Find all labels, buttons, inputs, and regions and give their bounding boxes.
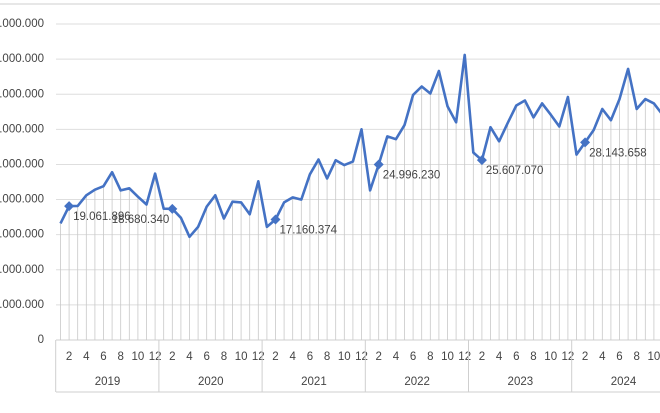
point-marker	[580, 137, 591, 148]
x-tick-label: 2	[582, 351, 588, 363]
data-label: 24.996.230	[383, 170, 441, 182]
x-tick-label: 4	[599, 351, 606, 363]
group-label: 2021	[301, 376, 327, 388]
x-tick-label: 10	[544, 351, 557, 363]
x-tick-label: 12	[252, 351, 265, 363]
x-tick-label: 2	[375, 351, 381, 363]
y-tick-label: 0	[38, 334, 44, 346]
y-tick-label: 10.000.000	[0, 264, 44, 276]
series-line	[59, 53, 660, 239]
x-tick-label: 12	[355, 351, 368, 363]
x-tick-label: 10	[235, 351, 248, 363]
x-tick-label: 12	[458, 351, 471, 363]
x-tick-label: 10	[441, 351, 454, 363]
x-tick-label: 8	[117, 351, 123, 363]
y-tick-label: 30.000.000	[0, 123, 44, 135]
data-label: 18.680.340	[112, 214, 170, 226]
group-label: 2024	[611, 376, 637, 388]
x-tick-label: 8	[530, 351, 536, 363]
data-label: 17.160.374	[280, 225, 338, 237]
x-tick-label: 2	[272, 351, 278, 363]
point-marker	[167, 203, 178, 214]
x-tick-label: 6	[513, 351, 519, 363]
x-tick-label: 10	[132, 351, 145, 363]
data-label: 19.061.896	[73, 211, 131, 223]
y-tick-label: 45.000.000	[0, 18, 44, 30]
x-tick-label: 6	[100, 351, 106, 363]
y-tick-label: 15.000.000	[0, 229, 44, 241]
data-label: 28.143.658	[589, 147, 647, 159]
x-tick-label: 12	[149, 351, 162, 363]
group-label: 2019	[95, 376, 121, 388]
x-tick-label: 10	[648, 351, 660, 363]
group-label: 2020	[198, 376, 224, 388]
y-tick-label: 25.000.000	[0, 158, 44, 170]
y-tick-label: 40.000.000	[0, 53, 44, 65]
x-tick-label: 4	[393, 351, 400, 363]
group-label: 2023	[508, 376, 534, 388]
data-label: 25.607.070	[486, 165, 544, 177]
x-tick-label: 8	[221, 351, 227, 363]
x-tick-label: 2	[479, 351, 485, 363]
point-marker	[64, 201, 75, 212]
point-marker	[270, 214, 281, 225]
x-tick-label: 4	[496, 351, 503, 363]
x-tick-label: 4	[289, 351, 296, 363]
x-tick-label: 2	[169, 351, 175, 363]
x-tick-label: 4	[186, 351, 193, 363]
x-tick-label: 8	[427, 351, 433, 363]
x-tick-label: 6	[203, 351, 209, 363]
y-tick-label: 5.000.000	[0, 299, 44, 311]
x-tick-label: 10	[338, 351, 351, 363]
x-tick-label: 12	[562, 351, 575, 363]
y-tick-label: 35.000.000	[0, 88, 44, 100]
point-marker	[476, 155, 487, 166]
x-tick-label: 2	[66, 351, 72, 363]
group-label: 2022	[404, 376, 430, 388]
x-tick-label: 6	[410, 351, 416, 363]
x-tick-label: 6	[616, 351, 622, 363]
x-tick-label: 6	[307, 351, 313, 363]
x-tick-label: 8	[633, 351, 639, 363]
point-marker	[373, 159, 384, 170]
x-tick-label: 8	[324, 351, 330, 363]
x-tick-label: 4	[83, 351, 90, 363]
y-tick-label: 20.000.000	[0, 194, 44, 206]
